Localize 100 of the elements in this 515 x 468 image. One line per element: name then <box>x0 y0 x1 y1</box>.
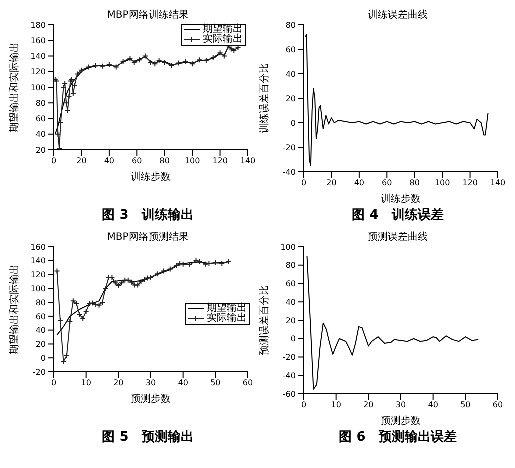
x-tick-label: 50 <box>460 400 471 410</box>
point <box>62 80 68 87</box>
point <box>217 50 224 56</box>
x-axis-title: 训练步数 <box>131 171 171 183</box>
point <box>219 260 226 267</box>
y-tick-label: 60 <box>36 114 46 124</box>
x-tick-label: 60 <box>242 378 254 388</box>
x-tick-label: 10 <box>331 400 342 410</box>
x-tick-label: 40 <box>428 400 438 410</box>
y-tick-label: 60 <box>36 312 46 322</box>
y-tick-label: 20 <box>286 316 296 326</box>
y-axis-title: 期望输出和实际输出 <box>8 42 21 132</box>
point <box>127 56 134 62</box>
point <box>176 60 182 66</box>
point <box>177 260 184 267</box>
point <box>125 277 132 284</box>
point <box>83 308 90 315</box>
point <box>180 261 186 268</box>
point <box>70 298 76 304</box>
point <box>66 94 72 100</box>
chart-title: 训练误差曲线 <box>367 8 429 21</box>
y-tick-label: 60 <box>286 280 296 289</box>
line-series <box>306 256 480 390</box>
point <box>196 258 202 265</box>
point <box>202 261 209 268</box>
y-tick-label: 40 <box>286 70 296 79</box>
y-tick-label: 80 <box>286 20 296 30</box>
point <box>174 262 180 269</box>
y-tick-label: -40 <box>282 168 296 177</box>
point <box>136 57 143 64</box>
point <box>190 61 196 68</box>
x-tick-label: 20 <box>114 378 124 388</box>
point <box>152 61 158 68</box>
point <box>96 302 102 308</box>
point <box>100 63 106 70</box>
y-tick-label: 80 <box>36 98 46 108</box>
legend-label: 实际输出 <box>203 34 243 45</box>
x-tick-label: 40 <box>178 378 188 388</box>
point <box>92 62 99 69</box>
y-tick-label: 0 <box>290 118 296 128</box>
y-tick-label: 80 <box>286 261 296 270</box>
y-axis-title: 训练误差百分比 <box>258 64 271 134</box>
y-tick-label: 0 <box>40 354 46 363</box>
point <box>74 71 81 78</box>
point <box>206 260 212 267</box>
point <box>154 271 160 278</box>
point <box>57 318 64 324</box>
y-tick-label: 120 <box>30 68 46 77</box>
caption: 图 4 训练误差 <box>351 207 445 225</box>
point <box>106 62 112 68</box>
point <box>112 280 118 286</box>
x-tick-label: 0 <box>51 156 57 166</box>
y-tick-label: 60 <box>286 45 296 54</box>
x-tick-label: 20 <box>326 178 337 188</box>
y-tick-label: -60 <box>282 390 296 399</box>
x-tick-label: 60 <box>492 400 504 410</box>
chart-title: MBP网络训练结果 <box>106 8 190 21</box>
y-tick-label: 80 <box>36 298 46 308</box>
x-tick-label: 0 <box>301 178 307 188</box>
point <box>193 258 200 264</box>
point <box>196 57 202 64</box>
point <box>120 58 126 65</box>
y-tick-label: 100 <box>30 284 46 294</box>
x-tick-label: 0 <box>301 400 307 410</box>
y-tick-label: -20 <box>32 368 46 377</box>
point <box>160 268 167 274</box>
point <box>67 319 74 325</box>
y-axis-title: 期望输出和实际输出 <box>8 264 21 354</box>
x-tick-label: 80 <box>410 178 420 188</box>
y-tick-label: 0 <box>290 334 296 344</box>
point <box>113 64 120 70</box>
chart-title: 预测误差曲线 <box>367 230 429 243</box>
y-tick-label: 160 <box>30 36 46 46</box>
point <box>182 58 189 65</box>
y-tick-label: -20 <box>282 353 296 362</box>
x-axis-title: 预测步数 <box>131 393 171 405</box>
point <box>135 282 142 288</box>
y-tick-label: 100 <box>30 83 46 92</box>
point <box>118 280 125 286</box>
x-tick-label: 50 <box>210 378 221 388</box>
y-axis-title: 预测误差百分比 <box>258 286 271 356</box>
x-tick-label: 140 <box>490 178 506 188</box>
y-tick-label: 40 <box>36 130 46 140</box>
point <box>60 358 67 365</box>
caption: 图 6 预测输出误差 <box>338 429 458 447</box>
y-tick-label: 40 <box>286 298 296 307</box>
caption: 图 5 预测输出 <box>101 429 195 447</box>
point <box>78 67 85 74</box>
x-axis-title: 预测步数 <box>381 415 421 427</box>
y-tick-label: 20 <box>36 340 46 350</box>
y-tick-label: 20 <box>286 94 296 104</box>
caption: 图 3 训练输出 <box>101 207 195 225</box>
x-tick-label: 20 <box>76 156 87 166</box>
x-tick-label: 40 <box>104 156 115 166</box>
point <box>142 276 148 283</box>
point <box>102 286 109 292</box>
point <box>60 84 67 90</box>
y-tick-label: 180 <box>30 20 46 30</box>
y-tick-label: 40 <box>36 326 46 336</box>
x-tick-label: 100 <box>434 178 450 188</box>
